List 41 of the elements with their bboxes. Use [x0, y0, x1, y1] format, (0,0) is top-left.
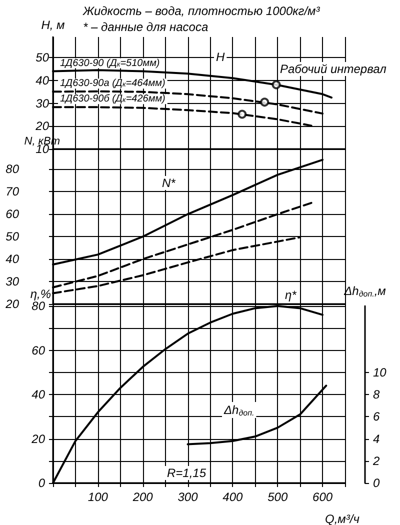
y-axis-title: η,% [30, 287, 52, 301]
x-tick-label: 500 [268, 490, 288, 504]
x-tick-label: 100 [88, 490, 108, 504]
y2-tick-label: 0 [373, 476, 380, 490]
y-tick-label: 30 [6, 274, 20, 289]
x-tick-label: 400 [222, 490, 244, 504]
y2-tick-label: 6 [373, 410, 380, 424]
annotation: N* [162, 176, 176, 190]
y-tick-label: 80 [32, 299, 46, 313]
y-tick-label: 0 [38, 476, 46, 490]
y-tick-label: 20 [34, 119, 50, 134]
y-tick-label: 30 [36, 96, 50, 110]
y2-tick-label: 4 [373, 432, 380, 446]
chart-title: Жидкость – вода, плотностью 1000кг/м³ [82, 4, 321, 18]
y-axis-title: H, м [41, 18, 65, 32]
y-tick-label: 20 [4, 297, 20, 311]
x-axis-title: Q,м³/ч [325, 512, 360, 525]
y-tick-label: 20 [30, 432, 46, 446]
annotation: η* [285, 288, 297, 302]
x-tick-label: 600 [312, 490, 333, 504]
y-tick-label: 40 [32, 388, 46, 402]
y-tick-label: 50 [6, 230, 20, 244]
y-tick-label: 50 [36, 50, 50, 65]
chart-subtitle: * – данные для насоса [83, 20, 208, 34]
point [238, 110, 247, 119]
y-tick-label: 80 [6, 162, 20, 176]
y-tick-label: 40 [36, 73, 50, 88]
x-tick-label: 200 [132, 490, 154, 504]
annotation: Рабочий интервал [280, 62, 387, 76]
annotation: H [216, 50, 225, 64]
y-tick-label: 60 [32, 343, 46, 358]
y2-tick-label: 8 [373, 388, 380, 402]
y-tick-label: 70 [6, 184, 20, 199]
y-tick-label: 40 [6, 252, 20, 266]
point [260, 98, 270, 107]
point [272, 80, 281, 90]
x-tick-label: 300 [178, 490, 198, 504]
y-tick-label: 60 [6, 207, 20, 222]
annotation: R=1,15 [167, 466, 206, 480]
y2-tick-label: 2 [372, 454, 380, 468]
y2-tick-label: 10 [373, 365, 387, 380]
